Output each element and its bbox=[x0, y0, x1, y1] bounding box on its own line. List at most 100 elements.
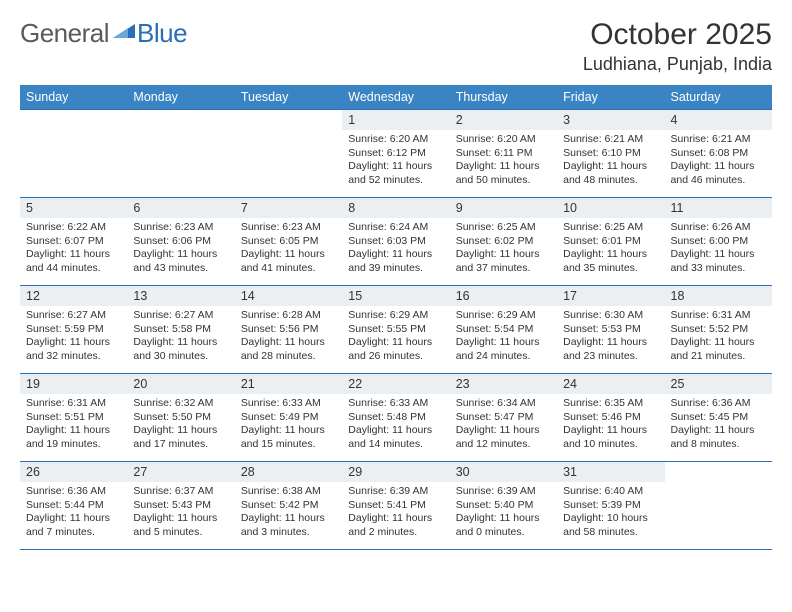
calendar-cell: 24Sunrise: 6:35 AMSunset: 5:46 PMDayligh… bbox=[557, 374, 664, 462]
day-info: Sunrise: 6:27 AMSunset: 5:59 PMDaylight:… bbox=[20, 306, 127, 364]
calendar-cell: 7Sunrise: 6:23 AMSunset: 6:05 PMDaylight… bbox=[235, 198, 342, 286]
day-info: Sunrise: 6:35 AMSunset: 5:46 PMDaylight:… bbox=[557, 394, 664, 452]
day-number: 28 bbox=[235, 462, 342, 482]
day-number: 9 bbox=[450, 198, 557, 218]
calendar-cell: 9Sunrise: 6:25 AMSunset: 6:02 PMDaylight… bbox=[450, 198, 557, 286]
calendar-cell bbox=[20, 110, 127, 198]
day-info: Sunrise: 6:23 AMSunset: 6:05 PMDaylight:… bbox=[235, 218, 342, 276]
calendar-cell: 30Sunrise: 6:39 AMSunset: 5:40 PMDayligh… bbox=[450, 462, 557, 550]
day-info: Sunrise: 6:23 AMSunset: 6:06 PMDaylight:… bbox=[127, 218, 234, 276]
day-number: 15 bbox=[342, 286, 449, 306]
day-number: 1 bbox=[342, 110, 449, 130]
day-info: Sunrise: 6:33 AMSunset: 5:49 PMDaylight:… bbox=[235, 394, 342, 452]
day-info: Sunrise: 6:29 AMSunset: 5:55 PMDaylight:… bbox=[342, 306, 449, 364]
calendar-cell: 17Sunrise: 6:30 AMSunset: 5:53 PMDayligh… bbox=[557, 286, 664, 374]
day-info: Sunrise: 6:36 AMSunset: 5:44 PMDaylight:… bbox=[20, 482, 127, 540]
day-number: 10 bbox=[557, 198, 664, 218]
day-number: 29 bbox=[342, 462, 449, 482]
calendar-cell: 12Sunrise: 6:27 AMSunset: 5:59 PMDayligh… bbox=[20, 286, 127, 374]
calendar-cell: 15Sunrise: 6:29 AMSunset: 5:55 PMDayligh… bbox=[342, 286, 449, 374]
col-wednesday: Wednesday bbox=[342, 85, 449, 110]
calendar-table: Sunday Monday Tuesday Wednesday Thursday… bbox=[20, 85, 772, 550]
calendar-cell: 16Sunrise: 6:29 AMSunset: 5:54 PMDayligh… bbox=[450, 286, 557, 374]
day-number: 23 bbox=[450, 374, 557, 394]
day-info: Sunrise: 6:31 AMSunset: 5:51 PMDaylight:… bbox=[20, 394, 127, 452]
calendar-cell: 1Sunrise: 6:20 AMSunset: 6:12 PMDaylight… bbox=[342, 110, 449, 198]
day-info: Sunrise: 6:39 AMSunset: 5:40 PMDaylight:… bbox=[450, 482, 557, 540]
title-block: October 2025 Ludhiana, Punjab, India bbox=[583, 18, 772, 75]
day-info: Sunrise: 6:30 AMSunset: 5:53 PMDaylight:… bbox=[557, 306, 664, 364]
day-info: Sunrise: 6:39 AMSunset: 5:41 PMDaylight:… bbox=[342, 482, 449, 540]
calendar-cell: 8Sunrise: 6:24 AMSunset: 6:03 PMDaylight… bbox=[342, 198, 449, 286]
header: General Blue October 2025 Ludhiana, Punj… bbox=[20, 18, 772, 75]
calendar-cell: 6Sunrise: 6:23 AMSunset: 6:06 PMDaylight… bbox=[127, 198, 234, 286]
calendar-cell: 27Sunrise: 6:37 AMSunset: 5:43 PMDayligh… bbox=[127, 462, 234, 550]
logo-text-blue: Blue bbox=[137, 18, 187, 49]
calendar-cell: 14Sunrise: 6:28 AMSunset: 5:56 PMDayligh… bbox=[235, 286, 342, 374]
day-number: 20 bbox=[127, 374, 234, 394]
day-info: Sunrise: 6:25 AMSunset: 6:02 PMDaylight:… bbox=[450, 218, 557, 276]
calendar-cell: 10Sunrise: 6:25 AMSunset: 6:01 PMDayligh… bbox=[557, 198, 664, 286]
calendar-row: 12Sunrise: 6:27 AMSunset: 5:59 PMDayligh… bbox=[20, 286, 772, 374]
day-info: Sunrise: 6:20 AMSunset: 6:12 PMDaylight:… bbox=[342, 130, 449, 188]
day-info: Sunrise: 6:40 AMSunset: 5:39 PMDaylight:… bbox=[557, 482, 664, 540]
day-number: 30 bbox=[450, 462, 557, 482]
col-friday: Friday bbox=[557, 85, 664, 110]
day-number: 3 bbox=[557, 110, 664, 130]
calendar-cell: 19Sunrise: 6:31 AMSunset: 5:51 PMDayligh… bbox=[20, 374, 127, 462]
calendar-cell: 21Sunrise: 6:33 AMSunset: 5:49 PMDayligh… bbox=[235, 374, 342, 462]
day-info: Sunrise: 6:31 AMSunset: 5:52 PMDaylight:… bbox=[665, 306, 772, 364]
calendar-cell: 29Sunrise: 6:39 AMSunset: 5:41 PMDayligh… bbox=[342, 462, 449, 550]
day-info: Sunrise: 6:21 AMSunset: 6:10 PMDaylight:… bbox=[557, 130, 664, 188]
day-info: Sunrise: 6:24 AMSunset: 6:03 PMDaylight:… bbox=[342, 218, 449, 276]
day-number: 18 bbox=[665, 286, 772, 306]
day-info: Sunrise: 6:33 AMSunset: 5:48 PMDaylight:… bbox=[342, 394, 449, 452]
day-info: Sunrise: 6:38 AMSunset: 5:42 PMDaylight:… bbox=[235, 482, 342, 540]
col-sunday: Sunday bbox=[20, 85, 127, 110]
day-info: Sunrise: 6:36 AMSunset: 5:45 PMDaylight:… bbox=[665, 394, 772, 452]
day-number: 11 bbox=[665, 198, 772, 218]
calendar-cell bbox=[665, 462, 772, 550]
calendar-cell: 11Sunrise: 6:26 AMSunset: 6:00 PMDayligh… bbox=[665, 198, 772, 286]
day-number: 16 bbox=[450, 286, 557, 306]
calendar-cell: 20Sunrise: 6:32 AMSunset: 5:50 PMDayligh… bbox=[127, 374, 234, 462]
calendar-cell bbox=[127, 110, 234, 198]
logo-triangle-icon bbox=[113, 20, 135, 43]
calendar-cell: 31Sunrise: 6:40 AMSunset: 5:39 PMDayligh… bbox=[557, 462, 664, 550]
calendar-cell: 22Sunrise: 6:33 AMSunset: 5:48 PMDayligh… bbox=[342, 374, 449, 462]
day-info: Sunrise: 6:21 AMSunset: 6:08 PMDaylight:… bbox=[665, 130, 772, 188]
calendar-cell: 13Sunrise: 6:27 AMSunset: 5:58 PMDayligh… bbox=[127, 286, 234, 374]
day-number: 14 bbox=[235, 286, 342, 306]
logo-text-general: General bbox=[20, 18, 109, 49]
calendar-cell: 2Sunrise: 6:20 AMSunset: 6:11 PMDaylight… bbox=[450, 110, 557, 198]
day-info: Sunrise: 6:22 AMSunset: 6:07 PMDaylight:… bbox=[20, 218, 127, 276]
day-number: 27 bbox=[127, 462, 234, 482]
day-info: Sunrise: 6:37 AMSunset: 5:43 PMDaylight:… bbox=[127, 482, 234, 540]
calendar-row: 19Sunrise: 6:31 AMSunset: 5:51 PMDayligh… bbox=[20, 374, 772, 462]
logo: General Blue bbox=[20, 18, 187, 49]
calendar-cell: 5Sunrise: 6:22 AMSunset: 6:07 PMDaylight… bbox=[20, 198, 127, 286]
calendar-cell: 28Sunrise: 6:38 AMSunset: 5:42 PMDayligh… bbox=[235, 462, 342, 550]
day-number: 26 bbox=[20, 462, 127, 482]
day-number: 2 bbox=[450, 110, 557, 130]
day-number: 12 bbox=[20, 286, 127, 306]
day-number: 24 bbox=[557, 374, 664, 394]
col-tuesday: Tuesday bbox=[235, 85, 342, 110]
weekday-header-row: Sunday Monday Tuesday Wednesday Thursday… bbox=[20, 85, 772, 110]
day-info: Sunrise: 6:26 AMSunset: 6:00 PMDaylight:… bbox=[665, 218, 772, 276]
day-info: Sunrise: 6:28 AMSunset: 5:56 PMDaylight:… bbox=[235, 306, 342, 364]
calendar-row: 5Sunrise: 6:22 AMSunset: 6:07 PMDaylight… bbox=[20, 198, 772, 286]
calendar-row: 1Sunrise: 6:20 AMSunset: 6:12 PMDaylight… bbox=[20, 110, 772, 198]
calendar-cell: 3Sunrise: 6:21 AMSunset: 6:10 PMDaylight… bbox=[557, 110, 664, 198]
day-number: 31 bbox=[557, 462, 664, 482]
calendar-row: 26Sunrise: 6:36 AMSunset: 5:44 PMDayligh… bbox=[20, 462, 772, 550]
day-info: Sunrise: 6:25 AMSunset: 6:01 PMDaylight:… bbox=[557, 218, 664, 276]
day-number: 7 bbox=[235, 198, 342, 218]
day-number: 19 bbox=[20, 374, 127, 394]
calendar-cell: 25Sunrise: 6:36 AMSunset: 5:45 PMDayligh… bbox=[665, 374, 772, 462]
month-title: October 2025 bbox=[583, 18, 772, 52]
day-number: 25 bbox=[665, 374, 772, 394]
day-number: 8 bbox=[342, 198, 449, 218]
calendar-cell: 4Sunrise: 6:21 AMSunset: 6:08 PMDaylight… bbox=[665, 110, 772, 198]
calendar-cell: 23Sunrise: 6:34 AMSunset: 5:47 PMDayligh… bbox=[450, 374, 557, 462]
